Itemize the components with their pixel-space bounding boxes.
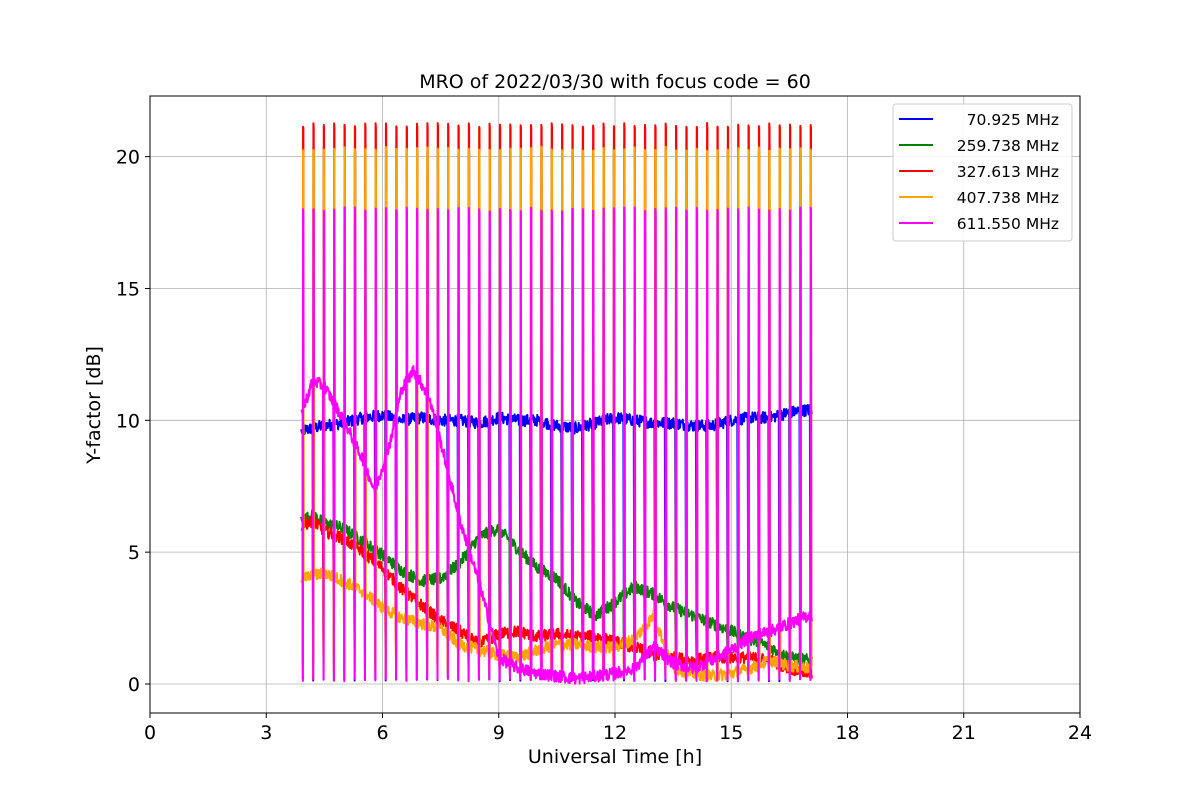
x-tick-label: 18: [835, 722, 859, 744]
x-axis-ticks: 0 3 6 9 12 15 18 21 24: [144, 713, 1092, 744]
y-tick-label: 20: [116, 147, 140, 169]
y-tick-label: 10: [116, 410, 140, 432]
x-tick-label: 3: [260, 722, 272, 744]
chart-title: MRO of 2022/03/30 with focus code = 60: [419, 71, 811, 93]
legend-label: 611.550 MHz: [957, 215, 1059, 233]
series-line: [300, 122, 813, 679]
legend-label: 327.613 MHz: [957, 163, 1059, 181]
x-tick-label: 9: [493, 722, 505, 744]
legend: 70.925 MHz 259.738 MHz 327.613 MHz 407.738 …: [892, 103, 1073, 242]
x-tick-label: 21: [952, 722, 976, 744]
y-axis-ticks: 0 5 10 15 20: [116, 147, 150, 696]
plot-area: [300, 122, 813, 685]
y-axis-label: Y-factor [dB]: [83, 346, 105, 465]
series-layer: [300, 122, 813, 685]
legend-items: 70.925 MHz 259.738 MHz 327.613 MHz 407.738 …: [899, 111, 1059, 233]
series-line: [300, 145, 813, 666]
series-line: [300, 206, 813, 685]
legend-box: [892, 103, 1073, 242]
y-tick-label: 5: [128, 542, 140, 564]
x-tick-label: 0: [144, 722, 156, 744]
legend-label: 259.738 MHz: [957, 137, 1059, 155]
x-tick-label: 12: [603, 722, 627, 744]
y-tick-label: 0: [128, 674, 140, 696]
plot-frame: [149, 95, 1081, 714]
y-tick-label: 15: [116, 278, 140, 300]
x-tick-label: 6: [376, 722, 388, 744]
legend-label: 407.738 MHz: [957, 189, 1059, 207]
x-tick-label: 15: [719, 722, 743, 744]
x-axis-label: Universal Time [h]: [528, 746, 702, 768]
legend-label: 70.925 MHz: [967, 111, 1059, 129]
x-tick-label: 24: [1068, 722, 1092, 744]
